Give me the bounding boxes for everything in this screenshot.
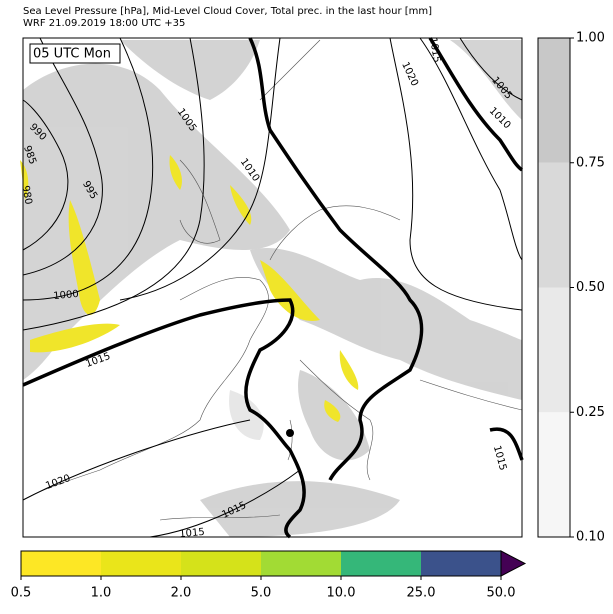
subtitle: WRF 21.09.2019 18:00 UTC +35 xyxy=(23,18,185,29)
colorbar-segment xyxy=(261,551,341,576)
title: Sea Level Pressure [hPa], Mid-Level Clou… xyxy=(23,6,432,17)
isobar-label: 980 xyxy=(19,185,33,206)
isobar-label: 1015 xyxy=(179,527,205,540)
colorbar-tick-label: 2.0 xyxy=(171,586,192,601)
precip-colorbar: 0.5 1.0 2.0 5.0 10.0 25.0 50.0 xyxy=(11,550,527,601)
colorbar-tick-label: 5.0 xyxy=(251,586,272,601)
isobar-label: 1015 xyxy=(427,37,442,64)
colorbar-tick-label: 0.5 xyxy=(11,586,32,601)
colorbar-segment xyxy=(538,38,570,163)
colorbar-tick-label: 25.0 xyxy=(407,586,436,601)
colorbar-segment xyxy=(538,162,570,288)
colorbar-segment xyxy=(421,551,501,576)
colorbar-segment xyxy=(538,287,570,413)
colorbar-tick-label: 0.75 xyxy=(576,155,605,170)
colorbar-segment xyxy=(181,551,261,576)
colorbar-segment xyxy=(538,412,570,537)
colorbar-segment xyxy=(341,551,421,576)
colorbar-tick-label: 1.00 xyxy=(576,31,605,46)
time-label: 05 UTC Mon xyxy=(33,47,111,62)
colorbar-tick-label: 1.0 xyxy=(91,586,112,601)
colorbar-segment xyxy=(101,551,181,576)
colorbar-tick-label: 0.25 xyxy=(576,405,605,420)
colorbar-extension xyxy=(500,550,527,577)
colorbar-tick-label: 0.10 xyxy=(576,530,605,545)
colorbar-tick-label: 10.0 xyxy=(327,586,356,601)
colorbar-tick-label: 50.0 xyxy=(487,586,516,601)
colorbar-tick-label: 0.50 xyxy=(576,280,605,295)
colorbar-segment xyxy=(21,551,101,576)
cloud-colorbar: 0.10 0.25 0.50 0.75 1.00 xyxy=(537,31,605,545)
isobar-label: 1000 xyxy=(53,289,79,302)
